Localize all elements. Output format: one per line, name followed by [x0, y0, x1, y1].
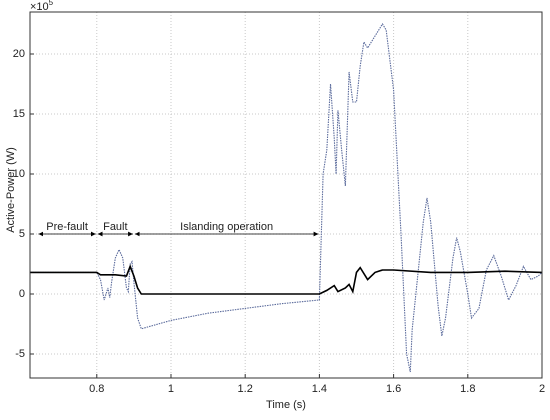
y-tick-label: 10 [13, 168, 25, 180]
x-tick-label: 0.8 [89, 383, 104, 395]
x-tick-label: 1.6 [386, 383, 401, 395]
y-multiplier-exponent: 5 [49, 0, 54, 7]
y-tick-label: 20 [13, 48, 25, 60]
y-tick-label: 0 [19, 288, 25, 300]
x-tick-label: 1.4 [312, 383, 327, 395]
annotation-label: Fault [103, 221, 127, 233]
plot-frame [29, 11, 543, 379]
line-series [30, 22, 543, 373]
x-tick-label: 1 [168, 383, 174, 395]
y-tick-label: 15 [13, 108, 25, 120]
x-tick-label: 1.8 [460, 383, 475, 395]
y-tick-label: -5 [15, 348, 25, 360]
x-tick-label: 2 [539, 383, 545, 395]
annotation-label: Pre-fault [46, 221, 88, 233]
x-axis-label: Time (s) [266, 399, 306, 411]
y-multiplier: ×105 [30, 0, 54, 13]
annotation-label: Islanding operation [180, 221, 273, 233]
y-multiplier-base: ×10 [30, 1, 49, 13]
line-series [30, 264, 543, 295]
x-tick-label: 1.2 [238, 383, 253, 395]
y-axis-label: Active-Power (W) [5, 147, 17, 233]
y-tick-label: 5 [19, 228, 25, 240]
